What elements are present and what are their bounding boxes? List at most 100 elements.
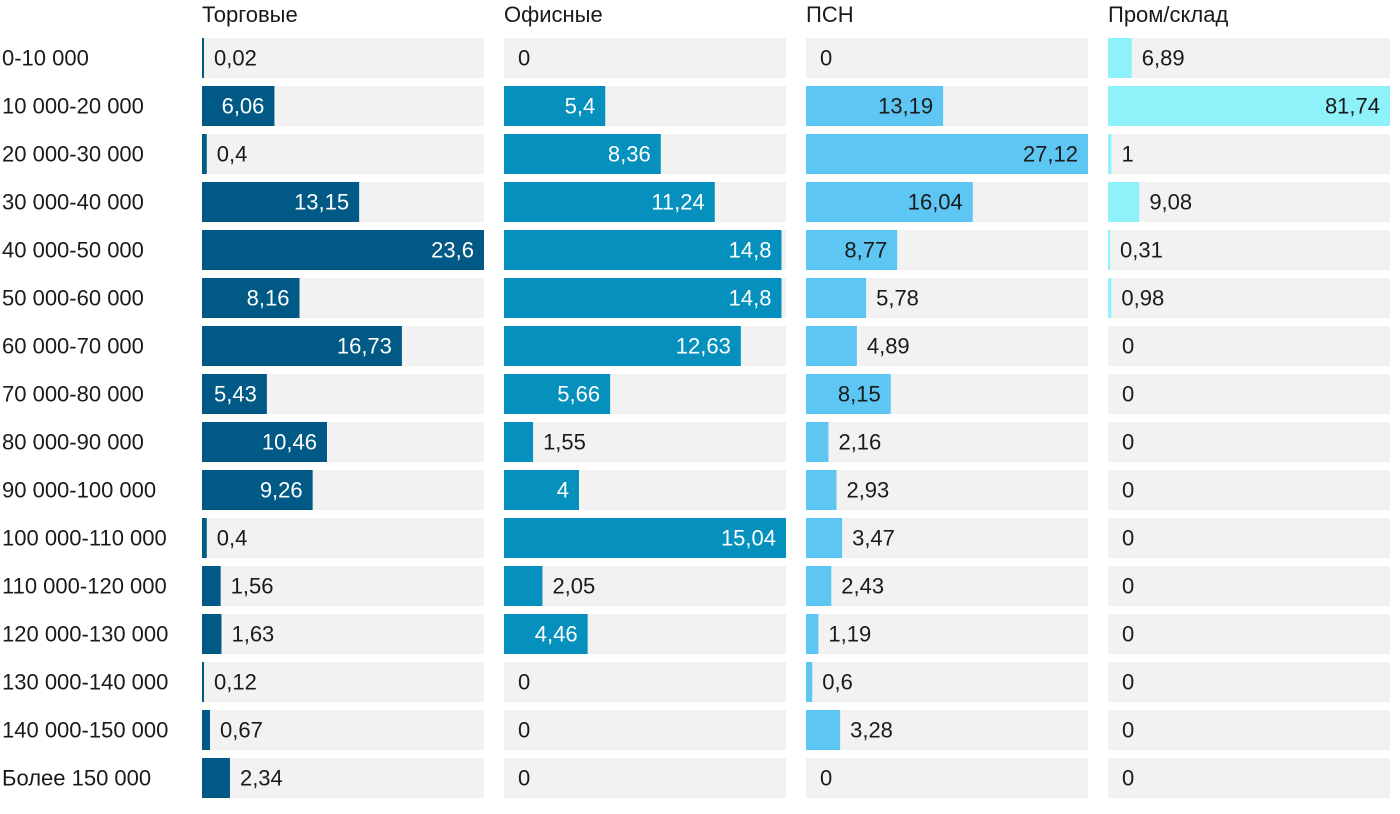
- bar: [806, 662, 813, 702]
- bar: [202, 86, 275, 126]
- data-label: 0: [1122, 670, 1134, 695]
- data-label: 0: [820, 46, 832, 71]
- bar: [1108, 182, 1140, 222]
- data-label: 0: [1122, 430, 1134, 455]
- data-label: 5,78: [876, 286, 919, 311]
- data-label: 8,77: [844, 238, 887, 263]
- data-label: 27,12: [1023, 142, 1078, 167]
- bar-track: [806, 758, 1088, 798]
- panel-title: ПСН: [806, 2, 854, 27]
- bar-track: [806, 422, 1088, 462]
- bar: [504, 614, 588, 654]
- bar: [504, 230, 782, 270]
- bar-track: [504, 566, 786, 606]
- bar: [202, 422, 327, 462]
- data-label: 9,26: [260, 478, 303, 503]
- bar: [202, 182, 360, 222]
- data-label: 4,89: [867, 334, 910, 359]
- bar-track: [1108, 422, 1390, 462]
- bar: [504, 134, 661, 174]
- category-label: 60 000-70 000: [2, 334, 144, 359]
- data-label: 23,6: [431, 238, 474, 263]
- bar: [806, 374, 891, 414]
- bar: [504, 326, 741, 366]
- data-label: 1: [1121, 142, 1133, 167]
- bar-track: [202, 566, 484, 606]
- bar-track: [1108, 662, 1390, 702]
- bar-track: [1108, 182, 1390, 222]
- bar-track: [202, 38, 484, 78]
- bar: [806, 614, 819, 654]
- bar: [806, 134, 1088, 174]
- data-label: 0: [1122, 574, 1134, 599]
- data-label: 0: [518, 718, 530, 743]
- data-label: 8,36: [608, 142, 651, 167]
- bar: [202, 470, 313, 510]
- bar: [806, 86, 944, 126]
- data-label: 2,05: [552, 574, 595, 599]
- bar: [202, 134, 207, 174]
- data-label: 1,56: [231, 574, 274, 599]
- data-label: 2,16: [838, 430, 881, 455]
- bar: [202, 326, 402, 366]
- data-label: 9,08: [1149, 190, 1192, 215]
- data-label: 4: [557, 478, 569, 503]
- bar-track: [1108, 518, 1390, 558]
- bar-track: [806, 566, 1088, 606]
- panel-title: Офисные: [504, 2, 603, 27]
- category-label: 130 000-140 000: [2, 670, 168, 695]
- bar: [202, 662, 204, 702]
- data-label: 0,4: [217, 526, 248, 551]
- data-label: 3,28: [850, 718, 893, 743]
- bar-track: [1108, 470, 1390, 510]
- data-label: 14,8: [729, 238, 772, 263]
- bar-track: [1108, 230, 1390, 270]
- panel-title: Пром/склад: [1108, 2, 1228, 27]
- data-label: 5,4: [565, 94, 596, 119]
- data-label: 10,46: [262, 430, 317, 455]
- data-label: 0: [1122, 718, 1134, 743]
- bar-track: [504, 422, 786, 462]
- category-label: 110 000-120 000: [2, 574, 167, 599]
- bar-track: [202, 518, 484, 558]
- bar-track: [504, 662, 786, 702]
- bar-track: [1108, 374, 1390, 414]
- data-label: 1,63: [231, 622, 274, 647]
- bar-track: [806, 614, 1088, 654]
- bar-track: [806, 38, 1088, 78]
- data-label: 13,15: [294, 190, 349, 215]
- data-label: 0,12: [214, 670, 257, 695]
- bar-track: [1108, 710, 1390, 750]
- category-label: Более 150 000: [2, 766, 151, 791]
- data-label: 6,06: [222, 94, 265, 119]
- bar: [504, 518, 786, 558]
- data-label: 6,89: [1142, 46, 1185, 71]
- bar: [202, 614, 222, 654]
- data-label: 16,73: [337, 334, 392, 359]
- data-label: 81,74: [1325, 94, 1380, 119]
- data-label: 0: [1122, 478, 1134, 503]
- data-label: 16,04: [908, 190, 963, 215]
- data-label: 0: [518, 766, 530, 791]
- bar-track: [1108, 38, 1390, 78]
- bar: [806, 230, 898, 270]
- data-label: 5,43: [214, 382, 257, 407]
- bar: [806, 182, 973, 222]
- category-label: 50 000-60 000: [2, 286, 144, 311]
- bar-track: [202, 134, 484, 174]
- bar: [806, 470, 837, 510]
- data-label: 13,19: [878, 94, 933, 119]
- category-label: 20 000-30 000: [2, 142, 144, 167]
- panel-title: Торговые: [202, 2, 298, 27]
- bar: [504, 374, 611, 414]
- data-label: 4,46: [535, 622, 578, 647]
- bar: [504, 566, 543, 606]
- bar: [504, 278, 782, 318]
- category-label: 40 000-50 000: [2, 238, 144, 263]
- category-label: 90 000-100 000: [2, 478, 156, 503]
- bar: [504, 86, 606, 126]
- bar-track: [806, 662, 1088, 702]
- bar-track: [806, 470, 1088, 510]
- data-label: 2,34: [240, 766, 283, 791]
